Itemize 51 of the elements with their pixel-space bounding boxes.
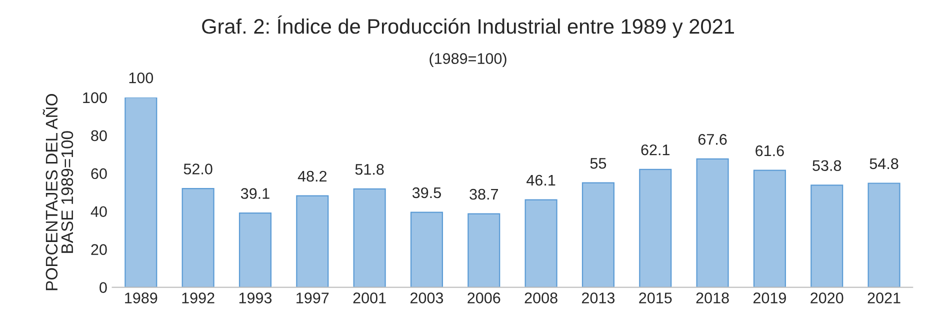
data-label: 38.7 xyxy=(470,188,498,200)
data-label: 51.8 xyxy=(355,164,384,175)
chart-subtitle: (1989=100) xyxy=(430,52,506,68)
bar xyxy=(124,97,158,288)
y-tick-label: 0 xyxy=(100,282,107,293)
x-tick-label: 2020 xyxy=(810,292,844,304)
x-tick-label: 2015 xyxy=(639,292,672,304)
bar xyxy=(353,188,386,288)
data-label: 46.1 xyxy=(526,174,556,186)
data-label: 67.6 xyxy=(698,134,727,145)
x-tick-label: 2003 xyxy=(410,292,444,304)
x-tick-label: 2018 xyxy=(696,292,729,304)
x-tick-label: 2001 xyxy=(353,292,386,304)
data-label: 53.8 xyxy=(812,160,842,172)
x-tick-label: 1993 xyxy=(239,292,272,304)
x-tick-label: 2006 xyxy=(468,292,500,304)
y-tick-label: 60 xyxy=(91,168,107,180)
y-tick-label: 100 xyxy=(83,92,107,104)
bar xyxy=(753,170,786,288)
data-label: 39.5 xyxy=(412,187,441,198)
data-label: 62.1 xyxy=(641,144,670,156)
bar xyxy=(182,188,214,288)
chart-title: Graf. 2: Índice de Producción Industrial entre 1989 y 2021 xyxy=(202,16,734,38)
x-tick-label: 1989 xyxy=(125,292,158,304)
bar xyxy=(238,212,272,288)
bar xyxy=(468,213,500,288)
data-label: 55 xyxy=(590,158,606,169)
bar xyxy=(639,168,672,288)
bar xyxy=(296,195,329,288)
data-label: 54.8 xyxy=(870,158,898,170)
data-label: 39.1 xyxy=(240,188,270,199)
bar xyxy=(582,182,614,288)
x-tick-label: 1992 xyxy=(182,292,214,304)
x-tick-label: 2019 xyxy=(753,292,786,304)
y-tick-label: 80 xyxy=(91,130,107,142)
bar xyxy=(810,184,844,288)
y-tick-label: 40 xyxy=(90,206,107,218)
data-label: 100 xyxy=(129,72,154,84)
data-label: 48.2 xyxy=(298,170,326,182)
bar xyxy=(410,212,443,288)
bar xyxy=(696,158,729,288)
y-tick-label: 20 xyxy=(91,244,107,255)
bar xyxy=(524,199,558,288)
bar xyxy=(868,182,900,288)
x-tick-label: 2008 xyxy=(524,292,558,304)
x-tick-label: 2021 xyxy=(868,292,900,304)
data-label: 52.0 xyxy=(184,164,212,174)
x-tick-label: 1997 xyxy=(296,292,329,304)
x-tick-label: 2013 xyxy=(582,292,615,304)
data-label: 61.6 xyxy=(756,145,784,156)
y-axis-title: PORCENTAJES DEL AÑO BASE 1989=100 xyxy=(42,94,74,290)
